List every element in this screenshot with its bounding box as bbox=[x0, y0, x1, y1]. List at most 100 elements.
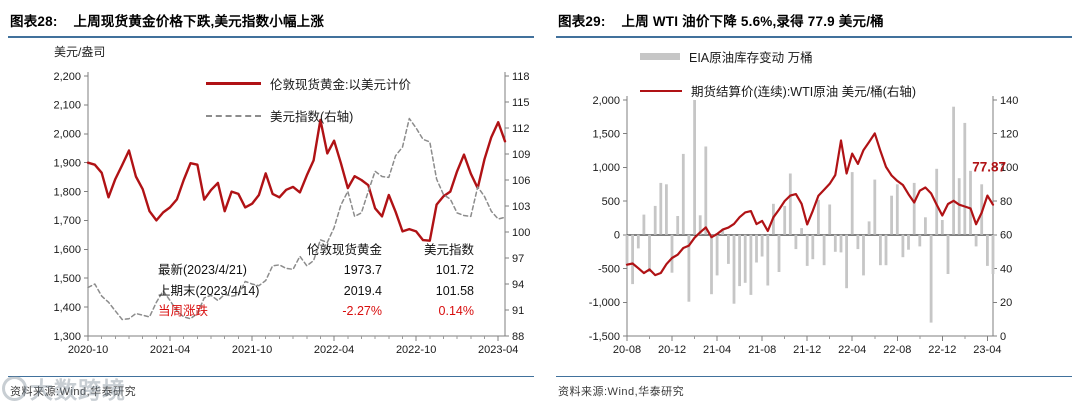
tick-label: 23-04 bbox=[973, 344, 1001, 356]
usd-index-line-swatch bbox=[206, 114, 261, 117]
tick-label: 2,100 bbox=[53, 100, 81, 112]
tick-label: 1,900 bbox=[53, 157, 81, 169]
tick-label: 21-12 bbox=[793, 344, 821, 356]
tick-label: 22-08 bbox=[883, 344, 911, 356]
tick-label: 88 bbox=[512, 331, 524, 343]
tick-label: 1,400 bbox=[53, 302, 81, 314]
stats-wow-gold: -2.27% bbox=[342, 303, 382, 318]
wti-latest-annotation: 77.87 bbox=[972, 159, 1006, 174]
tick-label: 109 bbox=[512, 149, 530, 161]
eia-bar-swatch bbox=[640, 53, 680, 60]
legend-label-wti: 期货结算价(连续):WTI原油 美元/桶(右轴) bbox=[691, 85, 916, 99]
y-axis-right: 0 20 40 60 80 100 120 140 bbox=[993, 95, 1018, 343]
figure-title-text: 上周现货黄金价格下跌,美元指数小幅上涨 bbox=[73, 14, 325, 29]
oil-panel: 图表29: 上周 WTI 油价下降 5.6%,录得 77.9 美元/桶 -1,50… bbox=[556, 6, 1072, 399]
axes bbox=[626, 96, 994, 337]
legend-label-usd-index: 美元指数(右轴) bbox=[270, 110, 354, 124]
legend-item-wti: 期货结算价(连续):WTI原油 美元/桶(右轴) bbox=[640, 81, 916, 100]
tick-label: -500 bbox=[598, 263, 620, 275]
tick-label: 21-08 bbox=[748, 344, 776, 356]
tick-label: 2021-04 bbox=[150, 344, 190, 356]
figure-title-text: 上周 WTI 油价下降 5.6%,录得 77.9 美元/桶 bbox=[621, 14, 884, 29]
y-axis-right: 88 91 94 97 100 103 106 109 112 115 118 bbox=[505, 71, 530, 343]
tick-label: 60 bbox=[1000, 230, 1012, 242]
legend-label-eia-inventory: EIA原油库存变动 万桶 bbox=[689, 51, 813, 65]
tick-label: 1,500 bbox=[592, 129, 620, 141]
tick-label: 20-08 bbox=[613, 344, 641, 356]
tick-label: 103 bbox=[512, 201, 530, 213]
figure-title-left: 图表28: 上周现货黄金价格下跌,美元指数小幅上涨 bbox=[8, 6, 534, 38]
tick-label: -1,500 bbox=[589, 331, 620, 343]
tick-label: 0 bbox=[614, 230, 620, 242]
gold-usd-panel: 图表28: 上周现货黄金价格下跌,美元指数小幅上涨 美元/盎司 1,300 1,40… bbox=[8, 6, 534, 399]
tick-label: 2,200 bbox=[53, 71, 81, 83]
eia_inventory-bars bbox=[625, 100, 995, 323]
y-axis-left: 1,300 1,400 1,500 1,600 1,700 1,800 1,900 2,000… bbox=[53, 71, 88, 343]
tick-label: 80 bbox=[1000, 196, 1012, 208]
source-note-right: 资料来源:Wind,华泰研究 bbox=[556, 376, 1072, 399]
tick-label: 2023-04 bbox=[478, 344, 518, 356]
tick-label: 1,600 bbox=[53, 244, 81, 256]
figure-title-right: 图表29: 上周 WTI 油价下降 5.6%,录得 77.9 美元/桶 bbox=[556, 6, 1072, 38]
tick-label: 2021-10 bbox=[232, 344, 272, 356]
tick-label: -1,000 bbox=[589, 297, 620, 309]
tick-label: 94 bbox=[512, 279, 524, 291]
tick-label: 21-04 bbox=[703, 344, 731, 356]
figure-label: 图表29: bbox=[558, 14, 606, 29]
tick-label: 20-12 bbox=[658, 344, 686, 356]
stats-latest-usd: 101.72 bbox=[435, 263, 474, 278]
tick-label: 2020-10 bbox=[68, 344, 108, 356]
stats-table: 伦敦现货黄金 美元指数 最新(2023/4/21) 1973.7 101.72 … bbox=[158, 240, 474, 321]
tick-label: 1,700 bbox=[53, 215, 81, 227]
tick-label: 140 bbox=[1000, 95, 1018, 107]
tick-label: 2,000 bbox=[53, 129, 81, 141]
legend-item-gold: 伦敦现货黄金:以美元计价 bbox=[206, 74, 411, 93]
wti-line bbox=[625, 132, 995, 277]
gold-usd-chart-svg: 1,300 1,400 1,500 1,600 1,700 1,800 1,900 2,000… bbox=[53, 71, 530, 356]
tick-label: 97 bbox=[512, 253, 524, 265]
legend-label-gold: 伦敦现货黄金:以美元计价 bbox=[270, 78, 411, 92]
tick-label: 118 bbox=[512, 71, 530, 83]
tick-label: 2,000 bbox=[592, 95, 620, 107]
stats-prev-gold: 2019.4 bbox=[343, 283, 382, 298]
axes bbox=[87, 72, 506, 337]
x-axis: 20-08 20-12 21-04 21-08 21-12 22-04 22-08 22-12… bbox=[613, 336, 1001, 356]
tick-label: 112 bbox=[512, 123, 530, 135]
legend-right: EIA原油库存变动 万桶 期货结算价(连续):WTI原油 美元/桶(右轴) bbox=[640, 47, 916, 100]
tick-label: 106 bbox=[512, 175, 530, 187]
tick-label: 100 bbox=[512, 227, 530, 239]
legend-item-usd-index: 美元指数(右轴) bbox=[206, 106, 411, 125]
figure-label: 图表28: bbox=[10, 14, 58, 29]
stats-table-corner bbox=[158, 240, 282, 260]
y-axis-left: -1,500 -1,000 -500 0 500 1,000 1,500 2,000 bbox=[589, 95, 627, 343]
gold-line-swatch bbox=[206, 82, 261, 85]
oil-chart-svg: -1,500 -1,000 -500 0 500 1,000 1,500 2,000 0 20 40… bbox=[589, 95, 1019, 356]
source-note-left: 资料来源:Wind,华泰研究 bbox=[8, 376, 534, 399]
stats-row-wow-label: 当周涨跌 bbox=[158, 303, 209, 318]
stats-row-latest-label: 最新(2023/4/21) bbox=[158, 263, 247, 278]
y-axis-unit-label: 美元/盎司 bbox=[54, 45, 106, 59]
legend-item-eia-inventory: EIA原油库存变动 万桶 bbox=[640, 47, 916, 66]
tick-label: 2022-10 bbox=[396, 344, 436, 356]
tick-label: 1,800 bbox=[53, 186, 81, 198]
wti-line-swatch bbox=[640, 89, 682, 92]
tick-label: 0 bbox=[1000, 331, 1006, 343]
gold-usd-chart: 美元/盎司 1,300 1,400 1,500 1,600 1,700 1,800 1,90… bbox=[8, 38, 534, 370]
tick-label: 40 bbox=[1000, 263, 1012, 275]
stats-prev-usd: 101.58 bbox=[435, 283, 474, 298]
tick-label: 22-04 bbox=[838, 344, 866, 356]
stats-row-prev-label: 上期末(2023/4/14) bbox=[158, 283, 260, 298]
legend-left: 伦敦现货黄金:以美元计价 美元指数(右轴) bbox=[206, 74, 411, 125]
stats-col-usd: 美元指数 bbox=[423, 243, 474, 257]
stats-wow-usd: 0.14% bbox=[438, 303, 474, 318]
tick-label: 115 bbox=[512, 97, 530, 109]
tick-label: 91 bbox=[512, 305, 524, 317]
stats-col-gold: 伦敦现货黄金 bbox=[306, 243, 382, 257]
oil-chart: -1,500 -1,000 -500 0 500 1,000 1,500 2,000 0 20 40… bbox=[556, 38, 1072, 370]
tick-label: 1,500 bbox=[53, 273, 81, 285]
x-axis: 2020-10 2021-04 2021-10 2022-04 2022-10 2023-… bbox=[68, 336, 518, 356]
tick-label: 20 bbox=[1000, 297, 1012, 309]
tick-label: 2022-04 bbox=[314, 344, 354, 356]
tick-label: 22-12 bbox=[928, 344, 956, 356]
